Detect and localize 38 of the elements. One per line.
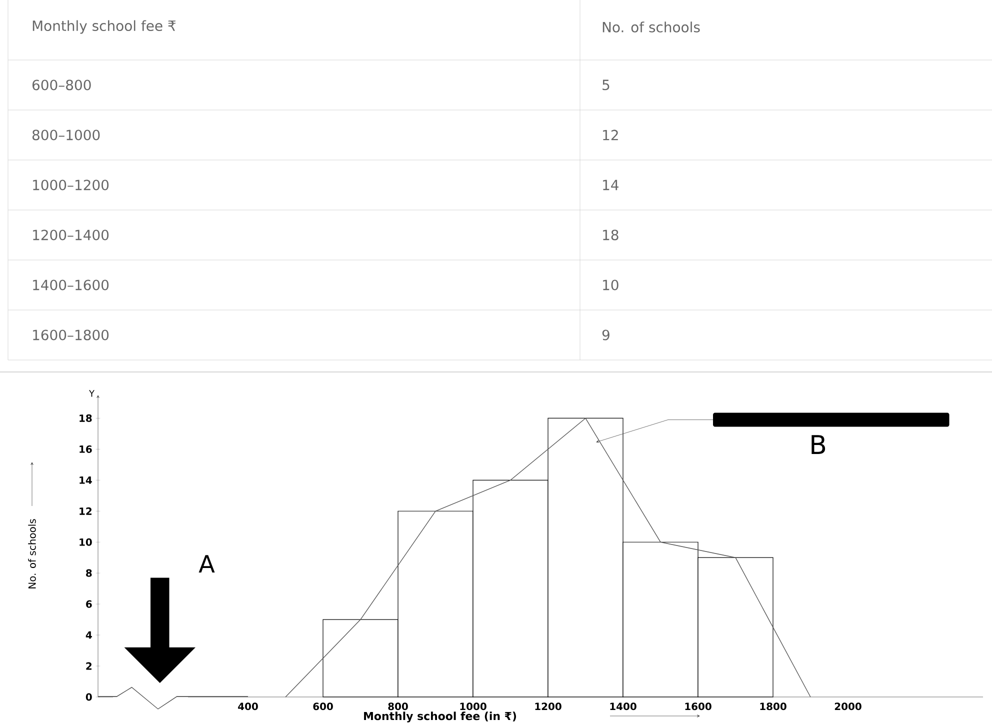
text: 1400–1600 xyxy=(33,280,109,290)
text: 600–800 xyxy=(32,80,91,90)
text: 5 xyxy=(602,80,610,90)
text: 18 xyxy=(603,230,618,240)
text: 10 xyxy=(603,280,618,290)
text: 1600–1800 xyxy=(33,330,109,340)
y-tick-label: 2 xyxy=(86,662,92,670)
x-tick-label: 1400 xyxy=(610,702,636,710)
x-tick-label: 400 xyxy=(238,702,258,710)
y-tick-label: 6 xyxy=(86,600,92,608)
x-tick-label: 1600 xyxy=(685,702,712,710)
y-axis-title: No. of schools xyxy=(28,519,36,588)
y-tick-label: 8 xyxy=(86,569,92,577)
y-tick-label: 12 xyxy=(80,507,92,515)
x-tick-label: 800 xyxy=(388,702,408,710)
text: 1200–1400 xyxy=(33,230,109,240)
text: Monthly school fee ₹ xyxy=(32,20,176,34)
x-tick-label: 1200 xyxy=(535,702,562,710)
text: 12 xyxy=(603,130,618,140)
x-tick-label: 2000 xyxy=(834,702,862,710)
y-tick-label: 18 xyxy=(80,414,92,422)
annotation: B xyxy=(812,435,826,454)
x-tick-label: 1800 xyxy=(760,702,786,710)
text: Y xyxy=(88,390,95,397)
y-tick-label: 16 xyxy=(80,445,92,453)
text: 14 xyxy=(603,180,618,190)
y-tick-label: 4 xyxy=(86,631,92,639)
y-tick-label: 14 xyxy=(80,476,92,484)
y-tick-label: 10 xyxy=(80,538,92,546)
text: 9 xyxy=(602,330,610,340)
annotation: A xyxy=(198,555,215,573)
x-tick-label: 600 xyxy=(313,702,333,710)
text: No. of schools xyxy=(602,22,700,32)
x-axis-title: Monthly school fee (in ₹) xyxy=(364,712,516,722)
y-tick-label: 0 xyxy=(86,693,92,701)
text: 800–1000 xyxy=(32,130,100,140)
text: 1000–1200 xyxy=(33,180,109,190)
x-tick-label: 1000 xyxy=(460,702,486,710)
